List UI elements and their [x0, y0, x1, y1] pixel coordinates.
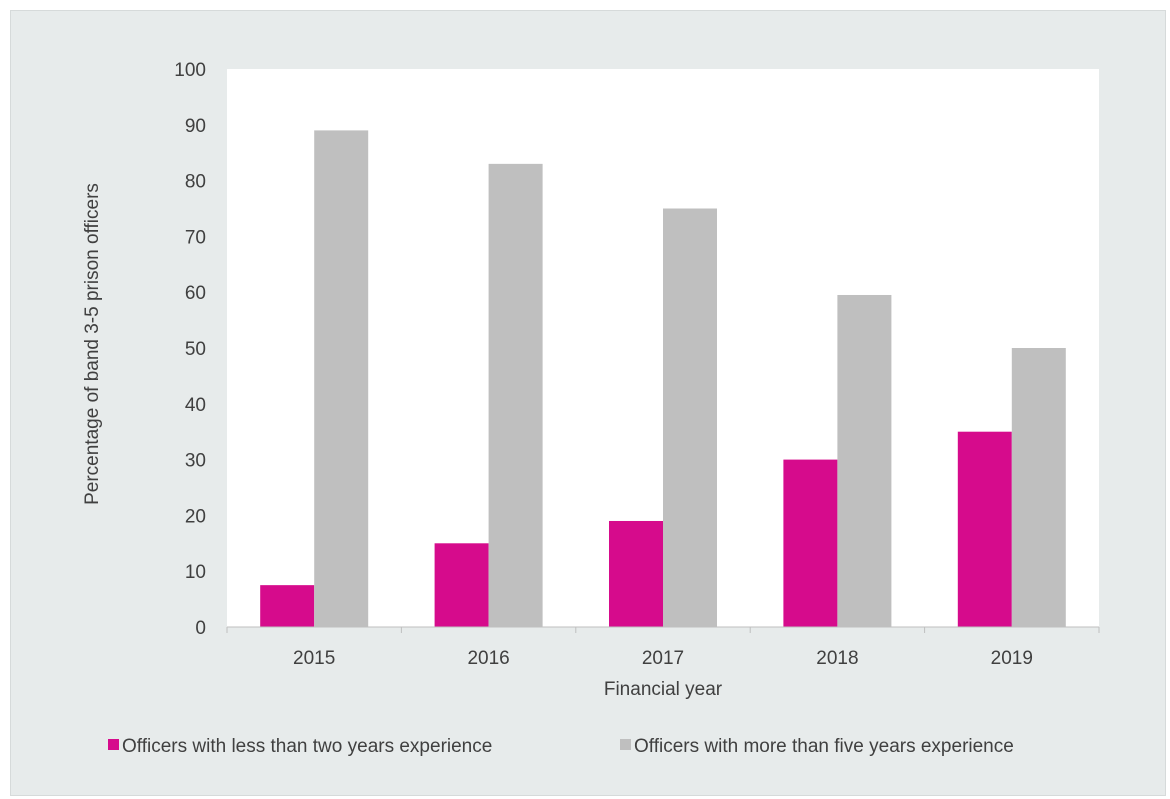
y-tick-label-50: 50	[185, 339, 206, 360]
y-tick-label-40: 40	[185, 395, 206, 416]
x-tick-label-2016: 2016	[467, 648, 509, 669]
x-tick-label-2019: 2019	[991, 648, 1033, 669]
bar-less-than-two-2016	[434, 543, 489, 627]
bar-less-than-two-2017	[609, 520, 663, 627]
legend-label-less-than-two: Officers with less than two years experi…	[122, 736, 492, 757]
bar-less-than-two-2019	[957, 431, 1012, 627]
y-tick-label-70: 70	[185, 227, 206, 248]
bar-less-than-two-2015	[260, 585, 315, 627]
y-tick-label-30: 30	[185, 451, 206, 472]
y-tick-label-60: 60	[185, 283, 206, 304]
y-tick-label-20: 20	[185, 506, 206, 527]
legend: Officers with less than two years experi…	[108, 736, 1014, 757]
x-tick-label-2017: 2017	[642, 648, 684, 669]
y-tick-label-90: 90	[185, 116, 206, 137]
y-axis-title: Percentage of band 3-5 prison officers	[82, 183, 103, 505]
x-axis-title: Financial year	[604, 679, 723, 700]
x-tick-label-2018: 2018	[816, 648, 858, 669]
y-tick-label-100: 100	[174, 60, 206, 81]
legend-label-more-than-five: Officers with more than five years exper…	[634, 736, 1014, 757]
bar-more-than-five-2015	[314, 130, 369, 627]
bar-less-than-two-2018	[783, 459, 838, 627]
bar-more-than-five-2018	[837, 294, 892, 627]
y-ticks-group: 0 10 20 30 40 50 60 70 80 90 100	[174, 60, 206, 639]
bar-more-than-five-2017	[663, 208, 717, 627]
x-tick-label-2015: 2015	[293, 648, 335, 669]
legend-swatch-less-than-two	[108, 739, 119, 750]
bar-more-than-five-2019	[1011, 348, 1066, 627]
y-tick-label-80: 80	[185, 172, 206, 193]
y-tick-label-10: 10	[185, 562, 206, 583]
legend-swatch-more-than-five	[620, 739, 631, 750]
bar-more-than-five-2016	[488, 163, 543, 628]
bars-group	[260, 130, 1066, 628]
y-tick-label-0: 0	[195, 618, 206, 639]
x-ticks-group: 2015 2016 2017 2018 2019	[226, 627, 1100, 669]
